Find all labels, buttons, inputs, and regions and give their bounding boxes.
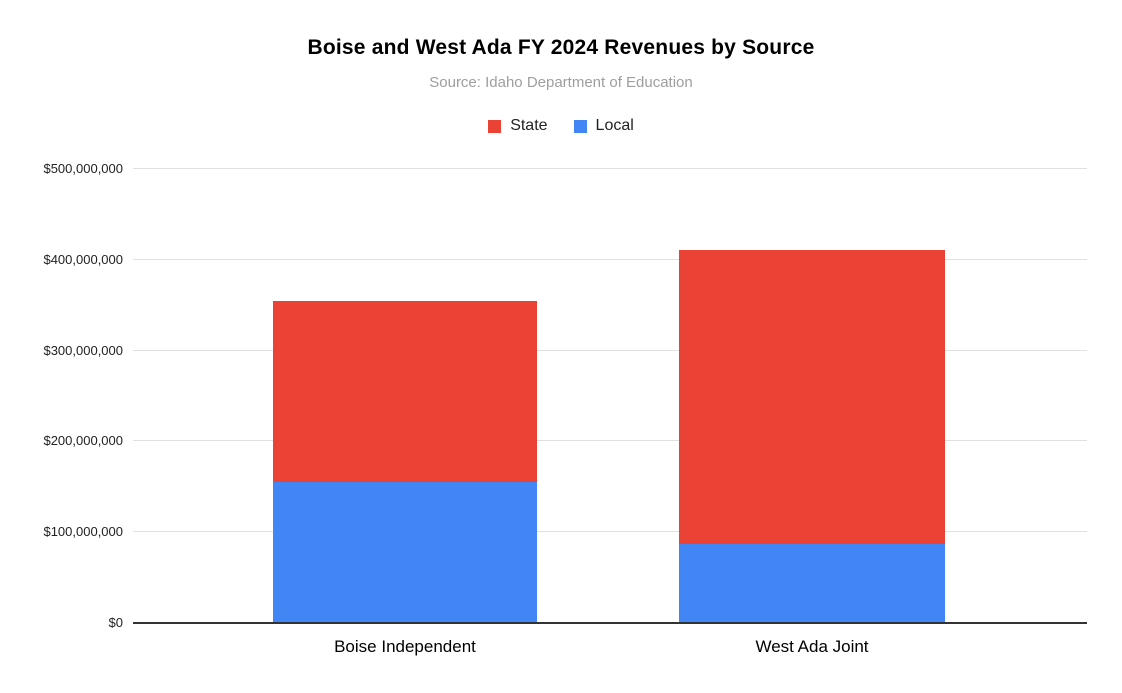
x-axis-line [133, 622, 1087, 624]
gridline [133, 531, 1087, 532]
y-tick-label: $300,000,000 [43, 343, 123, 358]
legend-label: State [510, 117, 548, 134]
gridline [133, 350, 1087, 351]
y-tick-label: $400,000,000 [43, 252, 123, 267]
chart-subtitle: Source: Idaho Department of Education [429, 74, 693, 91]
chart-title: Boise and West Ada FY 2024 Revenues by S… [307, 36, 815, 59]
x-axis-label-west-ada-joint: West Ada Joint [755, 637, 869, 656]
state-swatch-icon [488, 119, 502, 133]
legend-item-state[interactable]: State [488, 117, 548, 135]
x-axis-label-boise-independent: Boise Independent [334, 637, 476, 656]
bar-segment-boise-independent-state[interactable] [273, 301, 537, 483]
bar-segment-west-ada-joint-local[interactable] [679, 543, 945, 622]
legend-label: Local [595, 117, 634, 134]
bar-segment-boise-independent-local[interactable] [273, 482, 537, 622]
local-swatch-icon [573, 119, 587, 133]
bar-segment-west-ada-joint-state[interactable] [679, 249, 945, 544]
y-tick-label: $200,000,000 [43, 433, 123, 448]
legend-item-local[interactable]: Local [573, 117, 634, 135]
y-tick-label: $0 [108, 615, 123, 630]
y-tick-label: $500,000,000 [43, 161, 123, 176]
gridline [133, 440, 1087, 441]
legend: State Local [0, 117, 1122, 135]
y-tick-label: $100,000,000 [43, 524, 123, 539]
gridline [133, 259, 1087, 260]
gridline [133, 168, 1087, 169]
